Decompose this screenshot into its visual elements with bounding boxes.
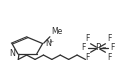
Text: Me: Me xyxy=(51,27,62,36)
Text: F: F xyxy=(85,34,89,43)
Text: N: N xyxy=(45,39,51,48)
Text: F: F xyxy=(85,53,89,62)
Text: F: F xyxy=(110,44,115,52)
Text: F: F xyxy=(81,44,86,52)
Text: N: N xyxy=(9,49,15,58)
Text: +: + xyxy=(48,39,53,44)
Text: −: − xyxy=(101,44,106,49)
Text: F: F xyxy=(107,53,111,62)
Text: P: P xyxy=(95,44,101,52)
Text: F: F xyxy=(107,34,111,43)
